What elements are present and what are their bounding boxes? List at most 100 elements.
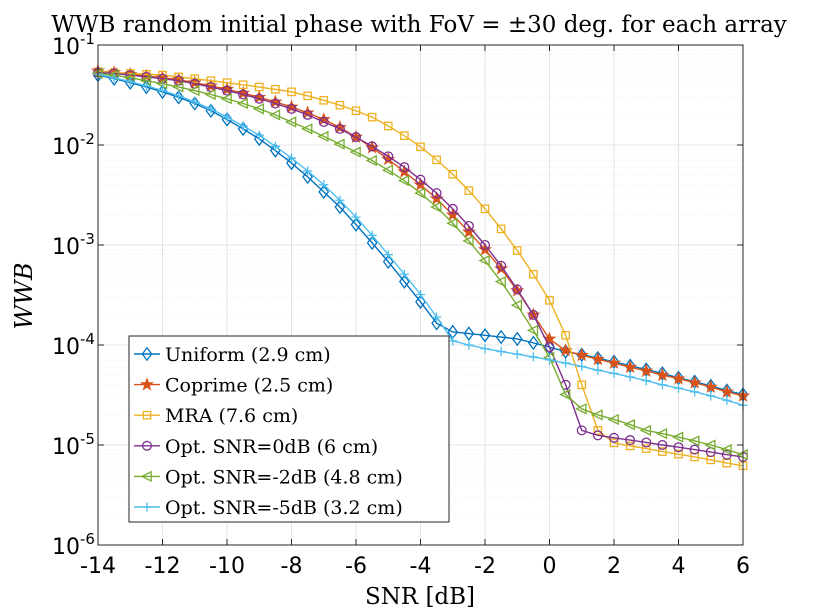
marker-star <box>219 81 235 96</box>
marker-plus <box>319 180 329 190</box>
marker-triangle-left <box>413 187 426 199</box>
marker-square <box>351 106 361 116</box>
marker-circle <box>254 93 265 104</box>
legend-label: MRA (7.6 cm) <box>165 405 298 427</box>
marker-triangle-left <box>252 103 265 115</box>
marker-circle <box>592 430 603 441</box>
legend-entry: Uniform (2.9 cm) <box>134 344 331 366</box>
marker-triangle-left <box>526 324 539 337</box>
marker-diamond <box>624 358 636 374</box>
marker-diamond <box>495 329 507 345</box>
marker-star <box>461 224 476 238</box>
marker-circle <box>512 284 523 295</box>
marker-diamond <box>640 362 652 377</box>
marker-triangle-left <box>140 470 152 483</box>
legend-entry: MRA (7.6 cm) <box>134 405 298 427</box>
marker-circle <box>657 439 668 451</box>
marker-circle <box>334 123 345 134</box>
marker-square <box>271 85 280 94</box>
marker-plus <box>641 376 651 386</box>
marker-circle <box>270 98 281 109</box>
legend-entry: Opt. SNR=-5dB (3.2 cm) <box>134 497 403 519</box>
marker-square <box>512 246 522 255</box>
marker-square <box>690 452 699 462</box>
marker-triangle-left <box>623 418 635 431</box>
marker-circle <box>479 239 491 251</box>
marker-star <box>268 94 283 108</box>
chart-title: WWB random initial phase with FoV = ±30 … <box>51 12 787 38</box>
marker-square <box>319 95 329 105</box>
marker-star <box>139 377 155 391</box>
marker-triangle-left <box>704 439 716 451</box>
marker-star <box>623 359 638 374</box>
marker-triangle-left <box>575 403 587 415</box>
marker-plus <box>432 312 442 322</box>
marker-square <box>416 142 425 152</box>
marker-star <box>703 379 718 394</box>
marker-plus <box>625 372 635 382</box>
marker-diamond <box>237 121 249 137</box>
marker-diamond <box>302 169 314 185</box>
marker-square <box>577 380 587 390</box>
marker-plus <box>190 97 200 107</box>
x-tick-label: 0 <box>543 554 557 579</box>
marker-triangle-left <box>446 217 458 229</box>
marker-circle <box>544 342 555 353</box>
marker-triangle-left <box>639 424 652 437</box>
marker-plus <box>722 395 732 405</box>
y-tick-label: 10-5 <box>52 430 95 460</box>
x-tick-label: -6 <box>345 554 367 579</box>
marker-diamond <box>382 254 394 270</box>
marker-triangle-left <box>688 435 700 447</box>
marker-square <box>142 410 152 420</box>
marker-plus <box>383 250 393 260</box>
marker-circle <box>415 174 426 185</box>
x-axis-label: SNR [dB] <box>365 584 475 610</box>
legend-label: Opt. SNR=-2dB (4.8 cm) <box>165 466 403 488</box>
marker-plus <box>222 112 232 122</box>
series-layer <box>90 63 751 471</box>
marker-plus <box>206 104 216 114</box>
marker-triangle-left <box>284 116 297 128</box>
marker-triangle-left <box>381 164 394 176</box>
marker-square <box>254 82 264 92</box>
marker-plus <box>286 153 297 163</box>
marker-plus <box>448 336 458 346</box>
marker-plus <box>142 502 152 512</box>
marker-plus <box>270 141 280 151</box>
x-tick-label: -2 <box>474 554 496 579</box>
marker-square <box>593 426 603 435</box>
x-tick-label: 6 <box>736 554 750 579</box>
marker-square <box>658 447 667 456</box>
legend-entry: Coprime (2.5 cm) <box>134 375 333 397</box>
marker-square <box>561 330 570 340</box>
marker-plus <box>125 77 135 87</box>
marker-triangle-left <box>559 388 571 401</box>
marker-plus <box>254 130 264 140</box>
legend: Uniform (2.9 cm) Coprime (2.5 cm) MRA (7.6… <box>128 335 450 523</box>
marker-circle <box>625 435 636 446</box>
marker-triangle-left <box>172 81 184 93</box>
marker-plus <box>496 346 506 357</box>
legend-label: Opt. SNR=0dB (6 cm) <box>165 436 378 458</box>
marker-triangle-left <box>510 299 523 311</box>
marker-plus <box>528 352 538 362</box>
marker-triangle-left <box>301 123 313 135</box>
marker-triangle-left <box>478 254 490 267</box>
marker-star <box>671 371 686 385</box>
marker-diamond <box>576 347 588 362</box>
marker-diamond <box>527 335 539 351</box>
x-tick-label: -4 <box>410 554 432 579</box>
marker-plus <box>367 230 377 240</box>
x-tick-label: -10 <box>209 554 245 579</box>
marker-triangle-left <box>430 201 442 213</box>
marker-square <box>383 121 393 131</box>
legend-entry: Opt. SNR=-2dB (4.8 cm) <box>134 466 403 488</box>
marker-circle <box>399 162 410 173</box>
marker-circle <box>576 425 587 436</box>
marker-diamond <box>350 217 362 232</box>
legend-label: Uniform (2.9 cm) <box>165 344 331 366</box>
marker-star <box>639 363 654 377</box>
marker-circle <box>689 444 700 455</box>
marker-square <box>496 224 506 234</box>
